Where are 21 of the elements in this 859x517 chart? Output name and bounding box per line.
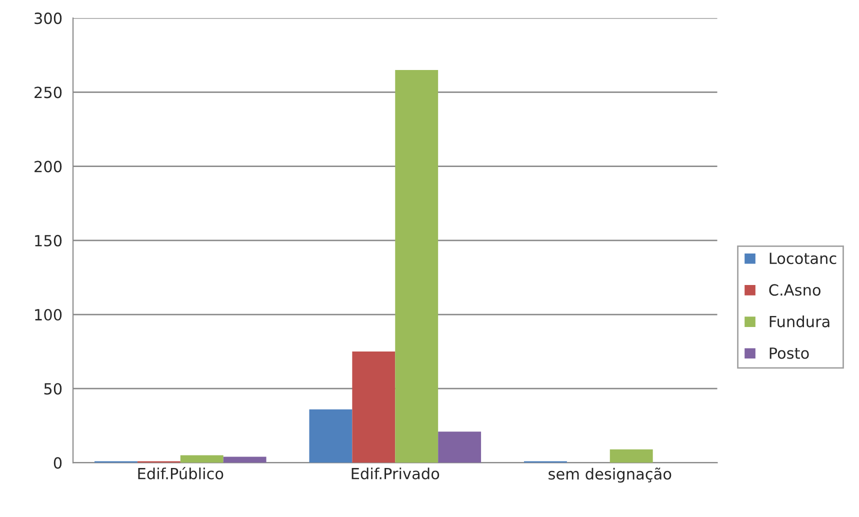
x-tick-label: sem designação	[548, 468, 672, 483]
bar	[395, 70, 438, 463]
y-tick-label: 300	[34, 12, 62, 24]
y-tick-label: 50	[44, 383, 62, 395]
y-tick-label: 0	[54, 457, 62, 469]
bar	[223, 456, 266, 463]
bar	[352, 352, 396, 463]
y-tick-label: 200	[34, 160, 62, 172]
y-tick-label: 250	[34, 86, 62, 98]
bar	[309, 409, 352, 463]
bar	[180, 455, 224, 463]
x-tick-label: Edif.Privado	[352, 468, 440, 480]
x-tick-label: Edif.Público	[138, 466, 224, 480]
legend-label: Posto	[770, 348, 809, 359]
y-tick-label: 100	[35, 308, 62, 321]
legend-label: Fundura	[770, 316, 830, 328]
legend-label: Locotanc	[770, 252, 836, 264]
y-tick-label: 150	[35, 234, 62, 246]
bar	[610, 449, 653, 463]
legend-label: C.Asno	[769, 284, 820, 296]
bar	[438, 432, 482, 463]
